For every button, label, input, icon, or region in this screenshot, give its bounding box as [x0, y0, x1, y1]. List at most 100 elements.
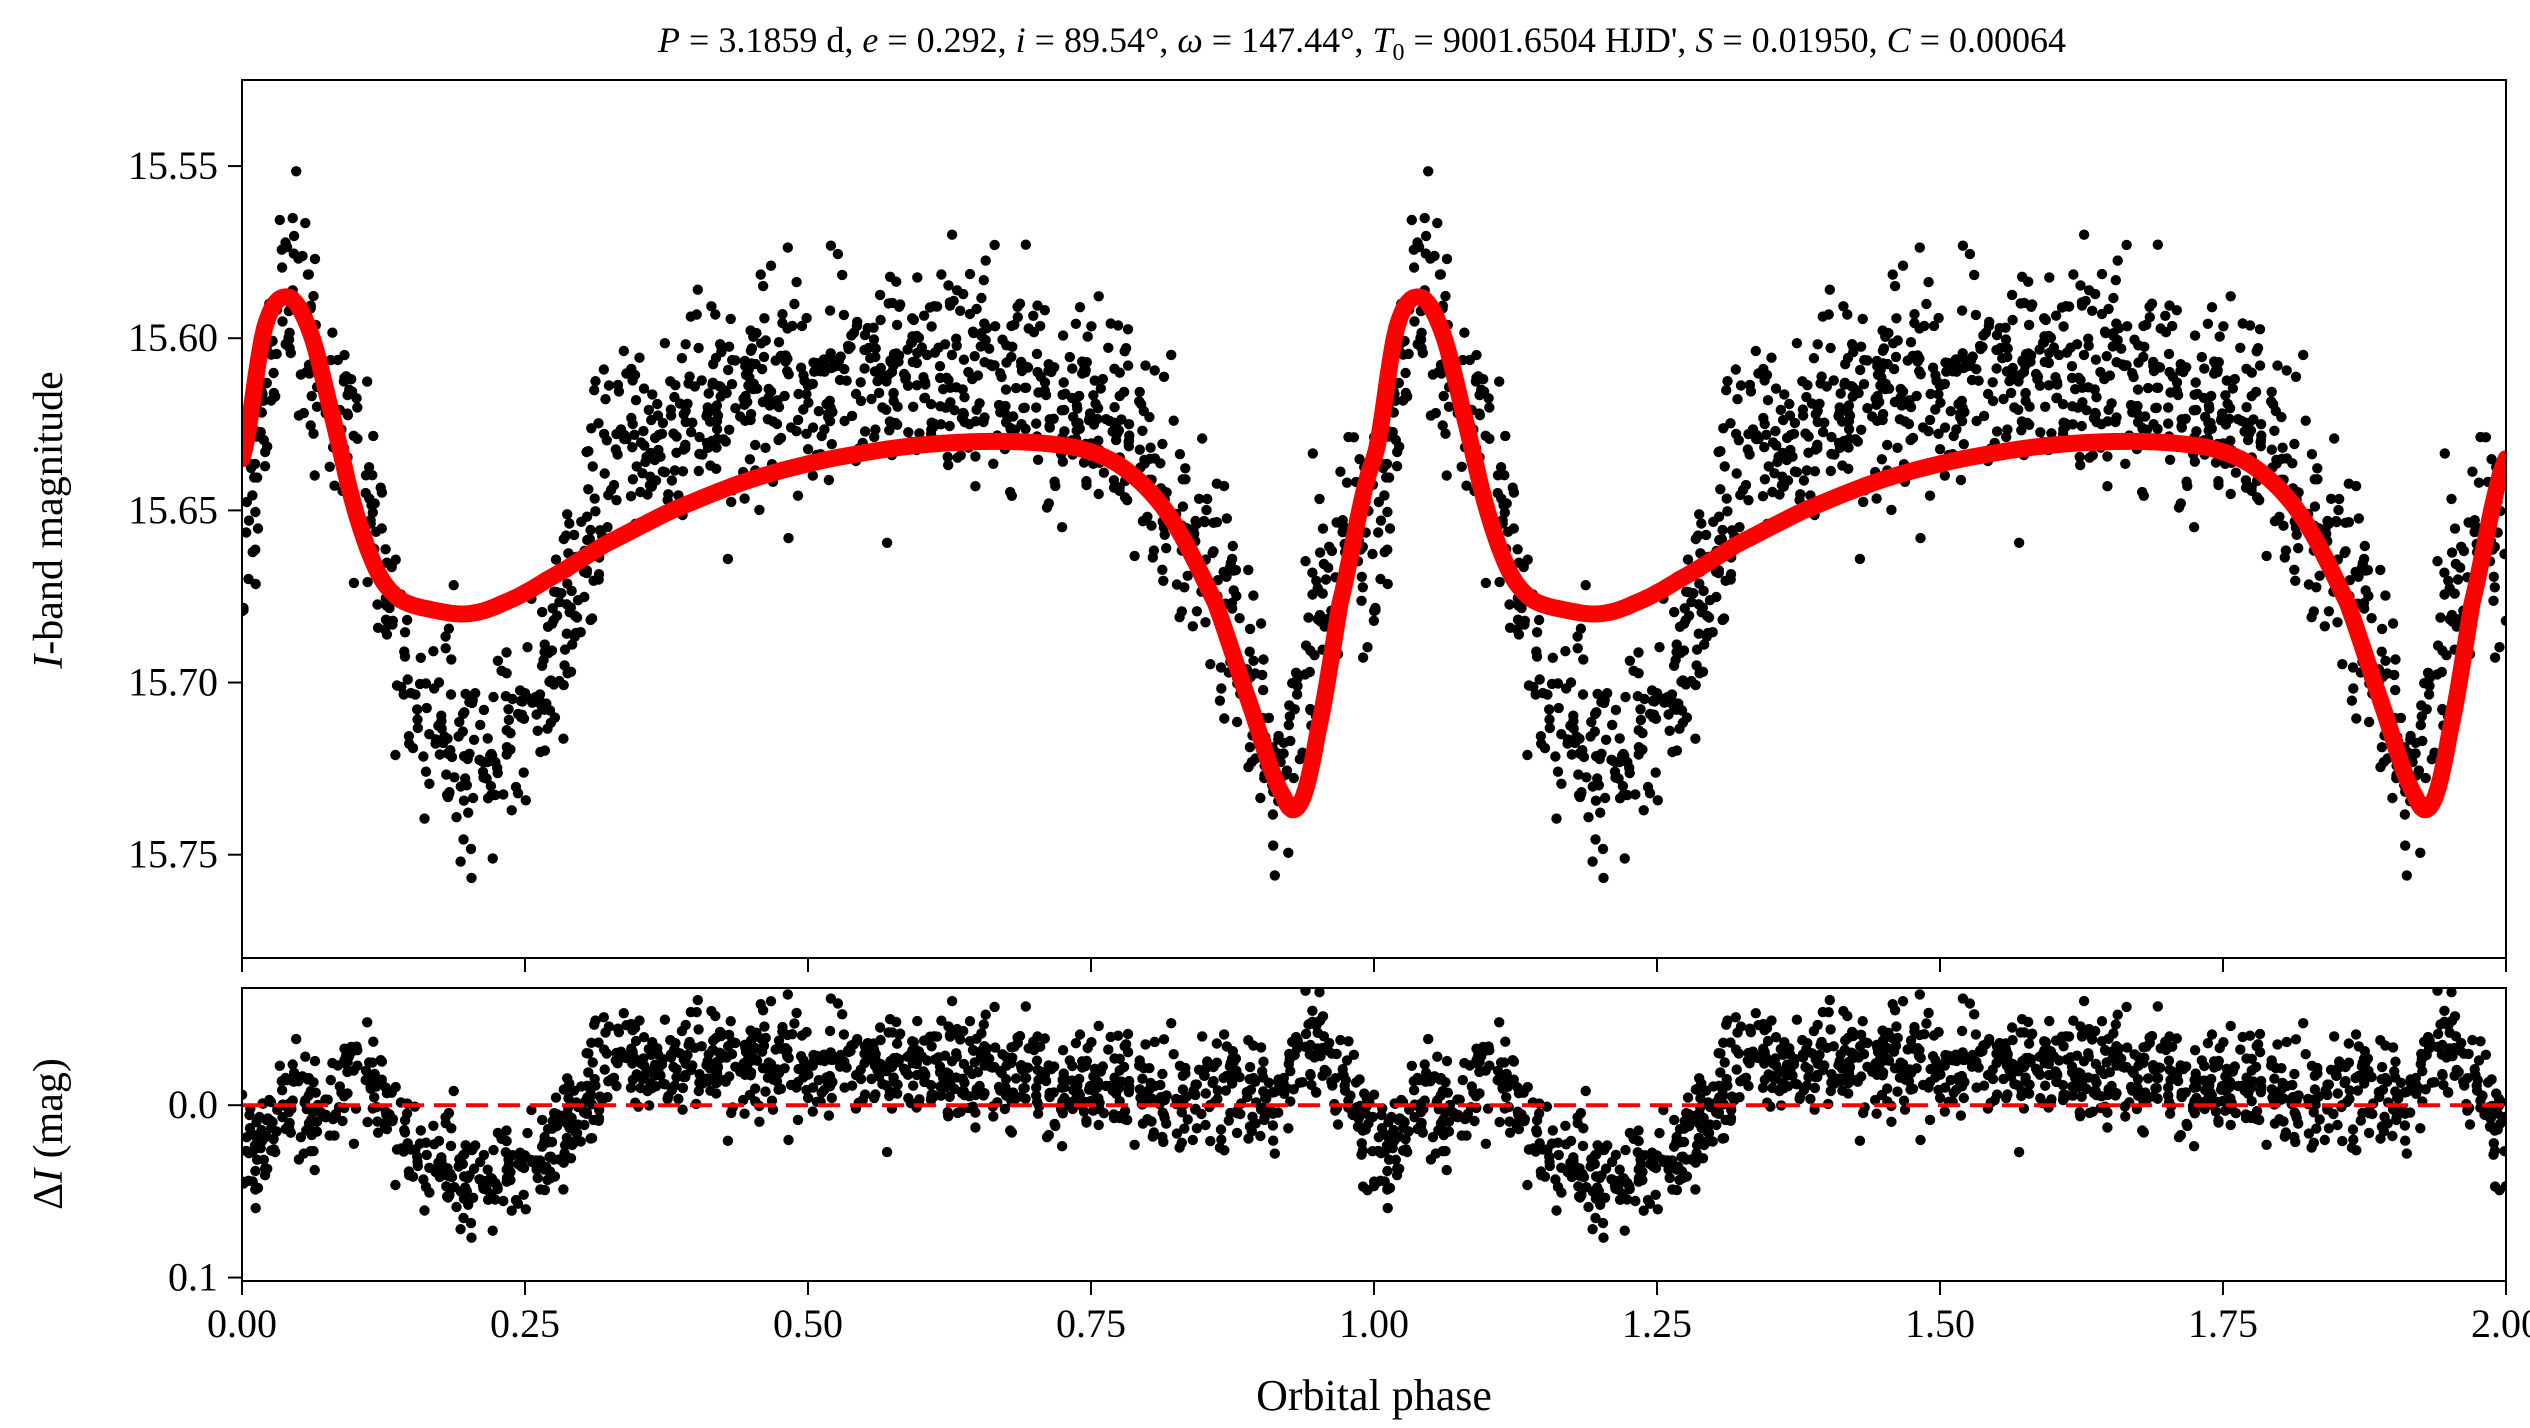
- residual-point: [448, 1085, 459, 1097]
- residual-point: [352, 1060, 363, 1071]
- residual-point: [598, 1012, 609, 1023]
- observation-point: [2048, 342, 2060, 353]
- observation-point: [1234, 613, 1245, 624]
- residual-point: [1107, 1085, 1118, 1096]
- residual-point: [818, 1049, 830, 1060]
- residual-point: [436, 1154, 447, 1166]
- observation-point: [2146, 298, 2158, 309]
- observation-point: [1914, 242, 1926, 253]
- observation-point: [1134, 444, 1146, 455]
- observation-point: [1598, 872, 1609, 884]
- observation-point: [1589, 708, 1601, 720]
- observation-point: [1519, 619, 1530, 630]
- residual-point: [380, 1106, 391, 1117]
- observation-point: [850, 388, 862, 400]
- observation-point: [1202, 493, 1213, 505]
- observation-point: [2432, 556, 2443, 567]
- observation-point: [637, 468, 648, 479]
- residual-point: [2252, 1039, 2264, 1050]
- title-e-symbol: e: [862, 20, 878, 60]
- residual-point: [590, 1015, 601, 1026]
- residual-point: [372, 1127, 384, 1138]
- residual-point: [1562, 1164, 1574, 1176]
- residual-point: [1580, 1085, 1591, 1097]
- observation-point: [1888, 338, 1899, 349]
- observation-point: [467, 792, 479, 804]
- residual-point: [2151, 1072, 2163, 1084]
- observation-point: [1314, 547, 1326, 558]
- observation-point: [1933, 428, 1944, 439]
- residual-point: [1297, 1077, 1308, 1088]
- observation-point: [247, 490, 258, 501]
- observation-point: [2358, 553, 2370, 565]
- residual-point: [1368, 1089, 1380, 1100]
- observation-point: [2244, 320, 2256, 331]
- residual-point: [535, 1184, 546, 1195]
- observation-point: [1759, 418, 1770, 430]
- observation-point: [1769, 468, 1780, 479]
- residual-point: [251, 1132, 262, 1144]
- residual-point: [1858, 1049, 1870, 1060]
- residual-point: [466, 1232, 477, 1243]
- observation-point: [1023, 323, 1034, 334]
- residual-point: [745, 1025, 756, 1036]
- observation-point: [1871, 355, 1883, 367]
- observation-point: [2400, 840, 2411, 851]
- observation-point: [1925, 388, 1936, 400]
- residual-point: [309, 1055, 321, 1067]
- observation-point: [590, 376, 601, 387]
- observation-point: [1778, 414, 1789, 426]
- residual-point: [369, 1092, 380, 1103]
- observation-point: [1750, 345, 1762, 357]
- observation-point: [579, 591, 590, 603]
- observation-point: [2140, 411, 2151, 422]
- observation-point: [2210, 457, 2222, 468]
- observation-point: [1719, 461, 1730, 472]
- observation-point: [1382, 506, 1393, 518]
- residual-point: [1650, 1189, 1661, 1201]
- observation-point: [309, 470, 320, 481]
- observation-point: [1859, 354, 1870, 366]
- observation-point: [1933, 389, 1944, 400]
- observation-point: [2046, 428, 2057, 439]
- observation-point: [512, 788, 524, 799]
- observation-point: [759, 313, 770, 324]
- observation-point: [1594, 753, 1605, 765]
- observation-point: [564, 607, 575, 618]
- observation-point: [1354, 454, 1365, 465]
- residual-point: [677, 1082, 689, 1094]
- observation-point: [1008, 411, 1019, 422]
- residual-point: [387, 1115, 398, 1127]
- observation-point: [893, 356, 904, 367]
- observation-point: [1791, 467, 1803, 478]
- observation-point: [2198, 392, 2210, 404]
- observation-point: [692, 284, 703, 295]
- observation-point: [612, 379, 624, 391]
- residual-point: [2103, 1084, 2114, 1095]
- residual-point: [1930, 1055, 1941, 1066]
- observation-point: [2122, 321, 2133, 332]
- observation-point: [1590, 795, 1602, 806]
- observation-point: [1941, 366, 1952, 377]
- observation-point: [971, 303, 982, 315]
- observation-point: [1586, 716, 1597, 728]
- residual-point: [563, 1093, 574, 1104]
- observation-point: [1120, 343, 1132, 354]
- observation-point: [482, 793, 494, 804]
- observation-point: [1370, 604, 1381, 616]
- observation-point: [376, 487, 388, 498]
- residual-point: [325, 1074, 336, 1086]
- observation-point: [1872, 390, 1883, 402]
- observation-point: [1757, 491, 1769, 502]
- residual-point: [2225, 1119, 2236, 1131]
- residual-point: [1059, 1082, 1070, 1093]
- observation-point: [647, 389, 658, 400]
- residual-point: [372, 1116, 383, 1127]
- residual-point: [1695, 1093, 1706, 1104]
- observation-point: [1970, 309, 1982, 321]
- observation-point: [2152, 239, 2163, 250]
- observation-point: [1198, 515, 1210, 527]
- observation-point: [1882, 439, 1893, 451]
- residual-point: [1583, 1201, 1594, 1213]
- observation-point: [2346, 695, 2358, 706]
